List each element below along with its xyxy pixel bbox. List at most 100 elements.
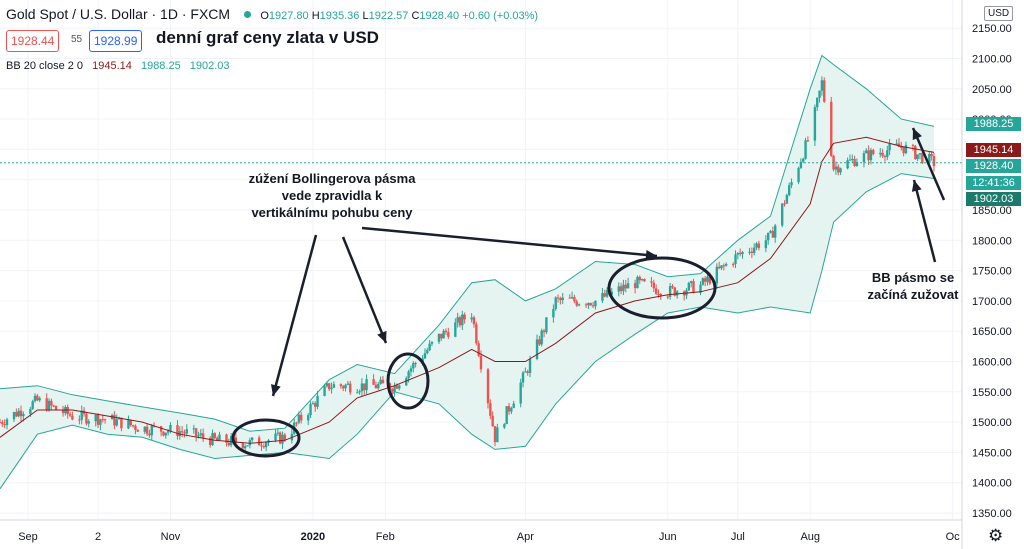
candle-body: [328, 383, 331, 390]
candle-body: [85, 413, 88, 424]
y-tick-label: 1350.00: [972, 508, 1012, 520]
candle-body: [624, 284, 627, 289]
candle-body: [717, 266, 721, 269]
candle-body: [748, 251, 751, 253]
candle-body: [839, 168, 842, 173]
candle-body: [769, 230, 772, 233]
candle-body: [19, 410, 23, 417]
candle-body: [5, 419, 9, 426]
candle-body: [45, 398, 48, 411]
candle-body: [444, 330, 448, 333]
candle-body: [365, 379, 368, 391]
candle-body: [461, 314, 464, 326]
candle-body: [640, 279, 644, 281]
buy-button[interactable]: 1928.99: [89, 30, 143, 52]
candle-body: [428, 343, 431, 351]
candle-body: [178, 431, 181, 437]
candle-body: [823, 80, 826, 102]
arrow-to-jun-squeeze-head: [645, 249, 657, 260]
candle-body: [872, 149, 875, 155]
candle-body: [300, 414, 303, 421]
candle-body: [426, 350, 429, 354]
candle-body: [731, 263, 735, 265]
candle-body: [603, 293, 606, 297]
settings-gear-icon[interactable]: ⚙: [988, 526, 1004, 545]
upper-band-price-tag: 1988.25: [966, 117, 1021, 131]
candle-body: [879, 152, 882, 155]
indicator-legend[interactable]: BB 20 close 2 0 1945.14 1988.25 1902.03: [6, 60, 230, 72]
candle-body: [442, 330, 445, 339]
x-tick-label: Apr: [517, 531, 534, 543]
low-value: 1922.57: [368, 10, 409, 22]
candle-body: [358, 391, 361, 393]
y-tick-label: 1650.00: [972, 326, 1012, 338]
y-tick-label: 1550.00: [972, 387, 1012, 399]
candle-body: [505, 406, 508, 425]
candle-body: [820, 80, 824, 91]
candle-body: [519, 382, 522, 404]
candle-body: [764, 240, 768, 249]
candle-body: [766, 232, 770, 241]
candle-body: [703, 278, 707, 282]
y-tick-label: 2050.00: [972, 84, 1012, 96]
candle-body: [834, 166, 838, 170]
candle-body: [185, 429, 188, 434]
candle-body: [638, 276, 641, 281]
candle-body: [897, 143, 901, 147]
candle-body: [192, 428, 196, 430]
candle-body: [666, 296, 669, 298]
arrow-to-dec-squeeze: [271, 234, 318, 397]
currency-button[interactable]: USD: [984, 6, 1014, 21]
squeeze-note: zúžení Bollingerova pásma vede zpravidla…: [248, 171, 416, 220]
candle-body: [610, 291, 613, 295]
symbol-title[interactable]: Gold Spot / U.S. Dollar · 1D · FXCM: [6, 6, 231, 22]
bollinger-upper-line: [0, 54, 935, 432]
candle-body: [409, 368, 413, 372]
high-value: 1935.36: [319, 10, 360, 22]
candle-body: [330, 387, 333, 390]
candle-body: [477, 343, 480, 356]
candle-body: [734, 254, 737, 265]
candle-body: [29, 409, 32, 414]
sell-button[interactable]: 1928.44: [6, 30, 60, 52]
candle-body: [736, 252, 740, 255]
candle-body: [928, 154, 931, 163]
candle-body: [225, 434, 228, 443]
candle-body: [865, 150, 868, 154]
candle-body: [559, 298, 562, 301]
candle-body: [626, 283, 630, 289]
candle-body: [278, 432, 282, 444]
candle-body: [22, 413, 25, 417]
candle-body: [545, 317, 548, 333]
candle-body: [851, 158, 854, 160]
candle-body: [561, 297, 564, 301]
candle-body: [52, 405, 55, 407]
candle-body: [493, 426, 497, 443]
candle-body: [356, 392, 359, 394]
candle-body: [708, 276, 712, 284]
candle-body: [715, 266, 719, 284]
candle-body: [17, 410, 20, 417]
candle-body: [788, 185, 791, 196]
candle-body: [412, 363, 415, 369]
candle-body: [752, 247, 756, 254]
basis-price-tag: 1945.14: [966, 143, 1021, 157]
candle-body: [886, 150, 889, 158]
candle-body: [633, 283, 637, 289]
candle-body: [510, 408, 513, 412]
candle-body: [194, 428, 198, 437]
candle-body: [804, 140, 807, 159]
candle-body: [407, 371, 410, 379]
candle-body: [724, 263, 728, 266]
candle-body: [932, 156, 936, 167]
candle-body: [867, 150, 870, 161]
candle-body: [813, 107, 817, 141]
candle-body: [755, 243, 758, 248]
ohlc-readout: O1927.80 H1935.36 L1922.57 C1928.40 +0.6…: [260, 10, 539, 22]
candle-body: [668, 286, 672, 297]
candle-body: [113, 414, 116, 426]
arrow-to-upper-band-head: [912, 128, 922, 141]
candle-body: [883, 156, 887, 158]
y-tick-label: 1850.00: [972, 205, 1012, 217]
bollinger-basis-line: [0, 136, 935, 444]
